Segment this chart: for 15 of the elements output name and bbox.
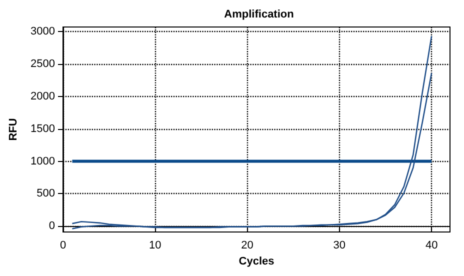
y-tick-label: 0 (48, 220, 55, 232)
x-tick-label: 30 (333, 240, 346, 252)
x-axis-title: Cycles (238, 256, 274, 268)
y-tick-label: 1500 (30, 122, 55, 135)
y-tick-label: 2500 (30, 58, 55, 70)
x-tick-label: 40 (425, 240, 438, 252)
y-axis-title: RFU (8, 118, 20, 141)
y-tick-label: 500 (36, 188, 55, 200)
x-tick-label: 20 (241, 240, 254, 252)
y-tick-label: 1000 (30, 155, 55, 168)
x-tick-label: 0 (60, 240, 66, 252)
chart-title: Amplification (224, 8, 294, 20)
y-tick-label: 3000 (30, 26, 55, 38)
x-tick-label: 10 (149, 240, 162, 252)
y-tick-label: 2000 (30, 90, 55, 102)
